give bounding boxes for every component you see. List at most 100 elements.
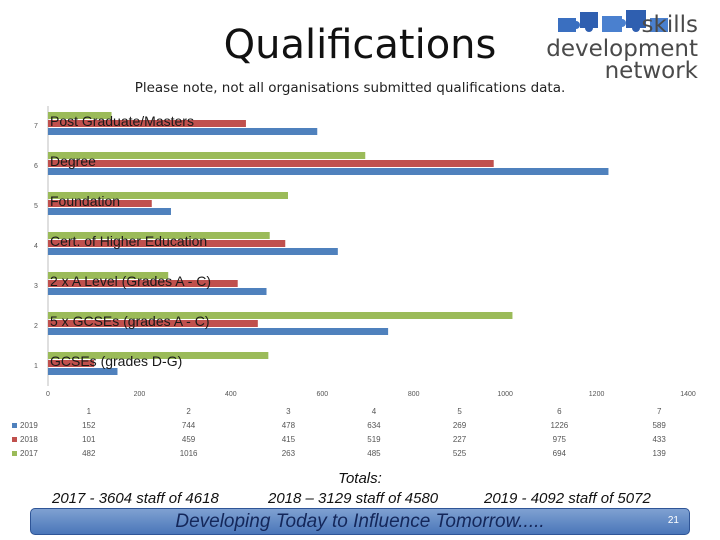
table-header-row: 1 2 3 4 5 6 7 [12, 404, 702, 418]
page-number: 21 [667, 515, 679, 526]
category-tick-2: 2 [34, 323, 38, 330]
bar-2019-cat-1 [48, 368, 118, 375]
table-cell: 694 [552, 448, 567, 458]
bar-2017-cat-5 [48, 192, 288, 199]
category-tick-6: 6 [34, 163, 38, 170]
table-cell: 485 [367, 448, 381, 458]
table-cell: 744 [181, 420, 196, 430]
table-cell: 415 [281, 434, 296, 444]
x-tick-label-1400: 1400 [680, 391, 696, 398]
legend-swatch [12, 422, 17, 428]
bar-2018-cat-7 [48, 120, 246, 127]
x-tick-label-1000: 1000 [497, 391, 513, 398]
table-corner [12, 404, 46, 418]
category-label-6: Degree [50, 153, 96, 169]
legend-entry-2017: 2017 [12, 446, 46, 460]
table-cell: 482 [82, 448, 96, 458]
bar-2018-cat-1 [48, 360, 95, 367]
category-label-3: 2 x A Level (Grades A - C) [50, 273, 211, 289]
bar-2019-cat-5 [48, 208, 171, 215]
legend-label: 2017 [20, 448, 38, 458]
legend-swatch [12, 436, 17, 442]
table-cell: 478 [281, 420, 296, 430]
table-cell: 1226 [550, 420, 569, 430]
category-label-7: Post Graduate/Masters [50, 113, 194, 129]
page-title: Qualifications [223, 22, 497, 68]
logo-text-development: development [546, 36, 698, 62]
totals-2019: 2019 - 4092 staff of 5072 [484, 490, 651, 507]
footer-banner: Developing Today to Influence Tomorrow..… [30, 508, 690, 535]
table-cell: 975 [552, 434, 567, 444]
table-header-cell: 4 [371, 406, 377, 416]
x-tick-label-1200: 1200 [589, 391, 605, 398]
table-header-cell: 2 [186, 406, 191, 416]
table-cell: 101 [82, 434, 96, 444]
category-tick-7: 7 [34, 123, 38, 130]
table-row: 2017 482 1016 263 485 525 694 139 [12, 446, 702, 460]
category-tick-1: 1 [34, 363, 38, 370]
x-tick-label-800: 800 [408, 391, 420, 398]
totals-2017: 2017 - 3604 staff of 4618 [52, 490, 219, 507]
table-cell: 519 [367, 434, 381, 444]
bar-2017-cat-7 [48, 112, 112, 119]
table-header-cell: 6 [557, 406, 562, 416]
bar-2017-cat-4 [48, 232, 270, 239]
category-label-2: 5 x GCSEs (grades A - C) [50, 313, 210, 329]
legend-entry-2019: 2019 [12, 418, 46, 432]
table-header-cell: 7 [656, 406, 662, 416]
totals-2018: 2018 – 3129 staff of 4580 [268, 490, 439, 507]
x-tick-label-200: 200 [134, 391, 146, 398]
bar-2017-cat-1 [48, 352, 269, 359]
subtitle: Please note, not all organisations submi… [134, 80, 566, 96]
bar-2017-cat-3 [48, 272, 169, 279]
banner-text: Developing Today to Influence Tomorrow..… [175, 511, 545, 532]
table-cell: 263 [281, 448, 296, 458]
bar-2019-cat-4 [48, 248, 338, 255]
logo-text-skills: skills [641, 12, 698, 38]
table-cell: 525 [452, 448, 467, 458]
table-header-cell: 5 [457, 406, 462, 416]
qualifications-bar-chart: GCSEs (grades D-G) 1 5 x GCSEs (grades A -… [34, 106, 696, 398]
table-cell: 589 [652, 420, 666, 430]
category-tick-4: 4 [34, 243, 38, 250]
legend-label: 2018 [20, 434, 38, 444]
category-label-5: Foundation [50, 193, 120, 209]
table-header-cell: 1 [86, 406, 92, 416]
table-row: 2019 152 744 478 634 269 1226 589 [12, 418, 702, 432]
totals-heading: Totals: [338, 470, 382, 487]
bar-2018-cat-4 [48, 240, 286, 247]
table-header-cell: 3 [286, 406, 291, 416]
bar-2018-cat-3 [48, 280, 238, 287]
logo-text-network: network [604, 58, 698, 84]
table-cell: 152 [82, 420, 96, 430]
data-table: 1 2 3 4 5 6 7 2019 152 744 478 634 269 1226 589 2018 101… [12, 404, 702, 460]
table-cell: 459 [181, 434, 196, 444]
bar-2018-cat-6 [48, 160, 494, 167]
bar-2017-cat-6 [48, 152, 366, 159]
legend-swatch [12, 450, 17, 456]
table-cell: 634 [367, 420, 381, 430]
table-cell: 269 [452, 420, 467, 430]
bar-2019-cat-7 [48, 128, 318, 135]
table-row: 2018 101 459 415 519 227 975 433 [12, 432, 702, 446]
category-label-1: GCSEs (grades D-G) [50, 353, 182, 369]
bar-2019-cat-3 [48, 288, 267, 295]
puzzle-pieces-icon [558, 10, 668, 32]
category-tick-5: 5 [34, 203, 38, 210]
table-cell: 227 [452, 434, 467, 444]
logo: skills development network [540, 6, 718, 84]
table-cell: 139 [652, 448, 666, 458]
table-cell: 1016 [179, 448, 198, 458]
bar-2017-cat-2 [48, 312, 513, 319]
x-tick-label-400: 400 [225, 391, 237, 398]
bar-2019-cat-2 [48, 328, 389, 335]
legend-label: 2019 [20, 420, 38, 430]
bar-2018-cat-5 [48, 200, 152, 207]
x-tick-label-0: 0 [46, 391, 50, 398]
table-cell: 433 [652, 434, 666, 444]
category-tick-3: 3 [34, 283, 38, 290]
bar-2019-cat-6 [48, 168, 609, 175]
legend-entry-2018: 2018 [12, 432, 46, 446]
x-tick-label-600: 600 [316, 391, 328, 398]
category-label-4: Cert. of Higher Education [50, 233, 207, 249]
